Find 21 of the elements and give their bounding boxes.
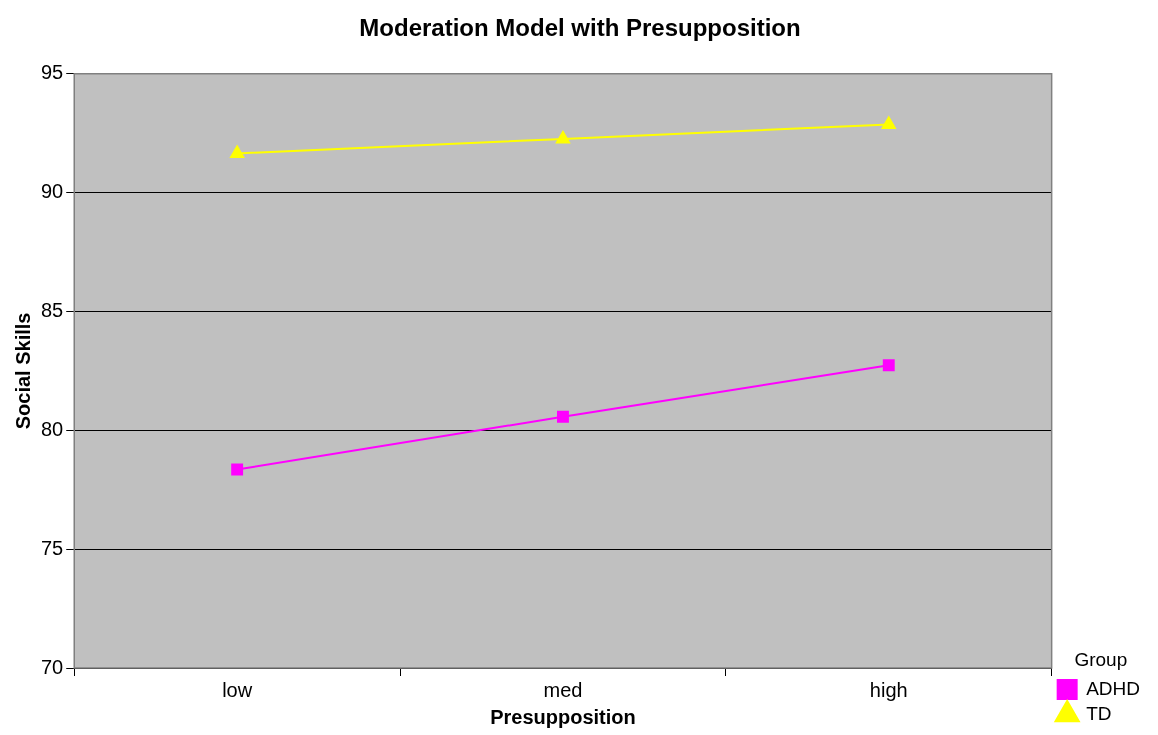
point bbox=[231, 463, 244, 476]
y-tick-label: 70 bbox=[41, 655, 64, 678]
y-tick-label: 95 bbox=[41, 61, 64, 84]
point bbox=[882, 359, 895, 372]
legend-label: ADHD bbox=[1086, 677, 1141, 699]
y-tick-label: 90 bbox=[41, 180, 64, 203]
point bbox=[881, 116, 896, 129]
y-tick-label: 75 bbox=[41, 536, 64, 559]
y-axis-title: Social Skills bbox=[11, 312, 34, 430]
point bbox=[557, 410, 569, 423]
y-tick-label: 80 bbox=[41, 417, 64, 440]
x-tick-label: med bbox=[543, 678, 583, 701]
x-tick-label: low bbox=[222, 678, 253, 701]
point bbox=[555, 130, 571, 144]
y-tick-label: 85 bbox=[41, 299, 64, 321]
legend-title: Group bbox=[1074, 648, 1128, 670]
point bbox=[230, 145, 245, 158]
x-tick-label: high bbox=[869, 678, 908, 701]
x-axis-title: Presupposition bbox=[490, 705, 636, 728]
legend-label: TD bbox=[1086, 702, 1112, 724]
chart-title: Moderation Model with Presupposition bbox=[359, 14, 801, 42]
